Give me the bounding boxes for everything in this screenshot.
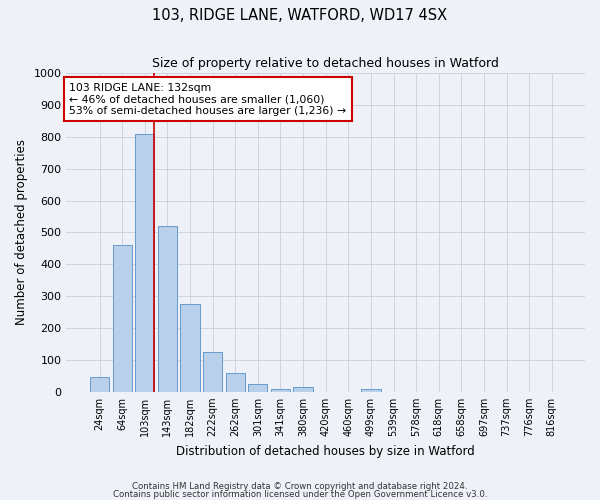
Bar bbox=[158, 226, 177, 392]
Bar bbox=[293, 387, 313, 392]
Bar bbox=[203, 352, 222, 392]
X-axis label: Distribution of detached houses by size in Watford: Distribution of detached houses by size … bbox=[176, 444, 475, 458]
Bar bbox=[248, 384, 268, 392]
Y-axis label: Number of detached properties: Number of detached properties bbox=[15, 140, 28, 326]
Text: Contains HM Land Registry data © Crown copyright and database right 2024.: Contains HM Land Registry data © Crown c… bbox=[132, 482, 468, 491]
Bar bbox=[135, 134, 154, 392]
Text: Contains public sector information licensed under the Open Government Licence v3: Contains public sector information licen… bbox=[113, 490, 487, 499]
Bar bbox=[90, 378, 109, 392]
Bar bbox=[113, 245, 132, 392]
Bar bbox=[271, 388, 290, 392]
Text: 103 RIDGE LANE: 132sqm
← 46% of detached houses are smaller (1,060)
53% of semi-: 103 RIDGE LANE: 132sqm ← 46% of detached… bbox=[69, 82, 346, 116]
Bar bbox=[181, 304, 200, 392]
Bar bbox=[226, 372, 245, 392]
Title: Size of property relative to detached houses in Watford: Size of property relative to detached ho… bbox=[152, 58, 499, 70]
Text: 103, RIDGE LANE, WATFORD, WD17 4SX: 103, RIDGE LANE, WATFORD, WD17 4SX bbox=[152, 8, 448, 22]
Bar bbox=[361, 388, 380, 392]
